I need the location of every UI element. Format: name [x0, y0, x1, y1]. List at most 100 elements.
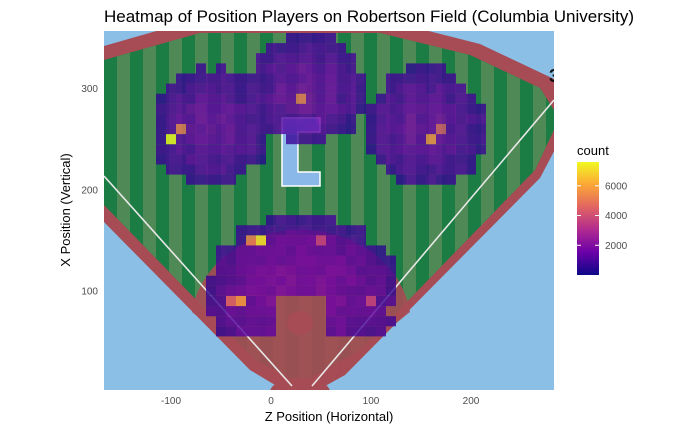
heatmap-cell	[346, 326, 356, 337]
heatmap-cell	[396, 164, 406, 175]
heatmap-cell	[296, 73, 306, 84]
heatmap-cell	[316, 225, 326, 236]
heatmap-cell	[266, 93, 276, 104]
heatmap-cell	[446, 154, 456, 165]
heatmap-cell	[366, 265, 376, 276]
heatmap-cell	[436, 63, 446, 74]
heatmap-cell	[296, 124, 306, 135]
heatmap-cell	[346, 316, 356, 327]
heatmap-cell	[246, 306, 256, 317]
heatmap-cell	[336, 316, 346, 327]
heatmap-cell	[406, 134, 416, 145]
heatmap-cell	[196, 83, 206, 94]
heatmap-cell	[206, 73, 216, 84]
heatmap-cell	[446, 113, 456, 124]
heatmap-cell	[466, 103, 476, 114]
pitchers-mound	[287, 311, 313, 335]
heatmap-cell	[206, 144, 216, 155]
heatmap-cell	[386, 316, 396, 327]
field-number: 3	[549, 66, 559, 86]
heatmap-cell	[176, 124, 186, 135]
heatmap-cell	[256, 316, 266, 327]
heatmap-cell	[446, 83, 456, 94]
heatmap-cell	[316, 245, 326, 256]
heatmap-cell	[376, 265, 386, 276]
heatmap-cell	[196, 124, 206, 135]
heatmap-cell	[416, 134, 426, 145]
heatmap-cell	[226, 83, 236, 94]
heatmap-cell	[236, 113, 246, 124]
heatmap-cell	[296, 285, 306, 296]
heatmap-cell	[336, 255, 346, 266]
heatmap-cell	[246, 275, 256, 286]
heatmap-cell	[336, 83, 346, 94]
heatmap-cell	[426, 63, 436, 74]
heatmap-cell	[396, 83, 406, 94]
heatmap-cell	[206, 113, 216, 124]
heatmap-cell	[366, 113, 376, 124]
heatmap-cell	[296, 265, 306, 276]
heatmap-cell	[166, 144, 176, 155]
heatmap-cell	[256, 285, 266, 296]
heatmap-cell	[226, 275, 236, 286]
heatmap-cell	[396, 144, 406, 155]
heatmap-cell	[326, 225, 336, 236]
heatmap-cell	[456, 124, 466, 135]
heatmap-cell	[166, 164, 176, 175]
heatmap-cell	[256, 53, 266, 64]
heatmap-cell	[256, 154, 266, 165]
y-axis-title: X Position (Vertical)	[58, 153, 73, 266]
heatmap-cell	[286, 235, 296, 246]
heatmap-cell	[426, 103, 436, 114]
heatmap-cell	[286, 93, 296, 104]
heatmap-cell	[276, 235, 286, 246]
heatmap-cell	[166, 154, 176, 165]
heatmap-cell	[296, 134, 306, 145]
heatmap-cell	[396, 113, 406, 124]
heatmap-cell	[376, 113, 386, 124]
legend-title: count	[577, 143, 609, 158]
heatmap-cell	[336, 285, 346, 296]
heatmap-cell	[306, 265, 316, 276]
heatmap-cell	[466, 134, 476, 145]
heatmap-cell	[236, 83, 246, 94]
heatmap-cell	[286, 43, 296, 54]
heatmap-cell	[386, 255, 396, 266]
heatmap-cell	[216, 306, 226, 317]
heatmap-cell	[316, 43, 326, 54]
heatmap-cell	[166, 83, 176, 94]
legend-colorbar	[577, 162, 599, 275]
heatmap-cell	[306, 134, 316, 145]
heatmap-cell	[306, 103, 316, 114]
heatmap-cell	[236, 93, 246, 104]
heatmap-cell	[236, 164, 246, 175]
x-tick-label: 200	[463, 396, 480, 407]
heatmap-cell	[306, 235, 316, 246]
heatmap-cell	[346, 306, 356, 317]
heatmap-cell	[466, 124, 476, 135]
heatmap-cell	[346, 53, 356, 64]
heatmap-cell	[236, 326, 246, 337]
heatmap-cell	[206, 83, 216, 94]
heatmap-cell	[376, 154, 386, 165]
heatmap-cell	[286, 113, 296, 124]
heatmap-cell	[416, 164, 426, 175]
heatmap-cell	[376, 316, 386, 327]
heatmap-cell	[296, 235, 306, 246]
heatmap-cell	[406, 83, 416, 94]
heatmap-cell	[226, 154, 236, 165]
heatmap-cell	[366, 316, 376, 327]
heatmap-cell	[256, 93, 266, 104]
heatmap-cell	[206, 306, 216, 317]
heatmap-cell	[296, 215, 306, 226]
heatmap-cell	[286, 225, 296, 236]
heatmap-cell	[286, 83, 296, 94]
heatmap-cell	[216, 245, 226, 256]
heatmap-cell	[206, 154, 216, 165]
heatmap-cell	[226, 113, 236, 124]
heatmap-cell	[156, 93, 166, 104]
heatmap-cell	[256, 225, 266, 236]
heatmap-cell	[396, 124, 406, 135]
heatmap-cell	[466, 164, 476, 175]
heatmap-cell	[376, 93, 386, 104]
